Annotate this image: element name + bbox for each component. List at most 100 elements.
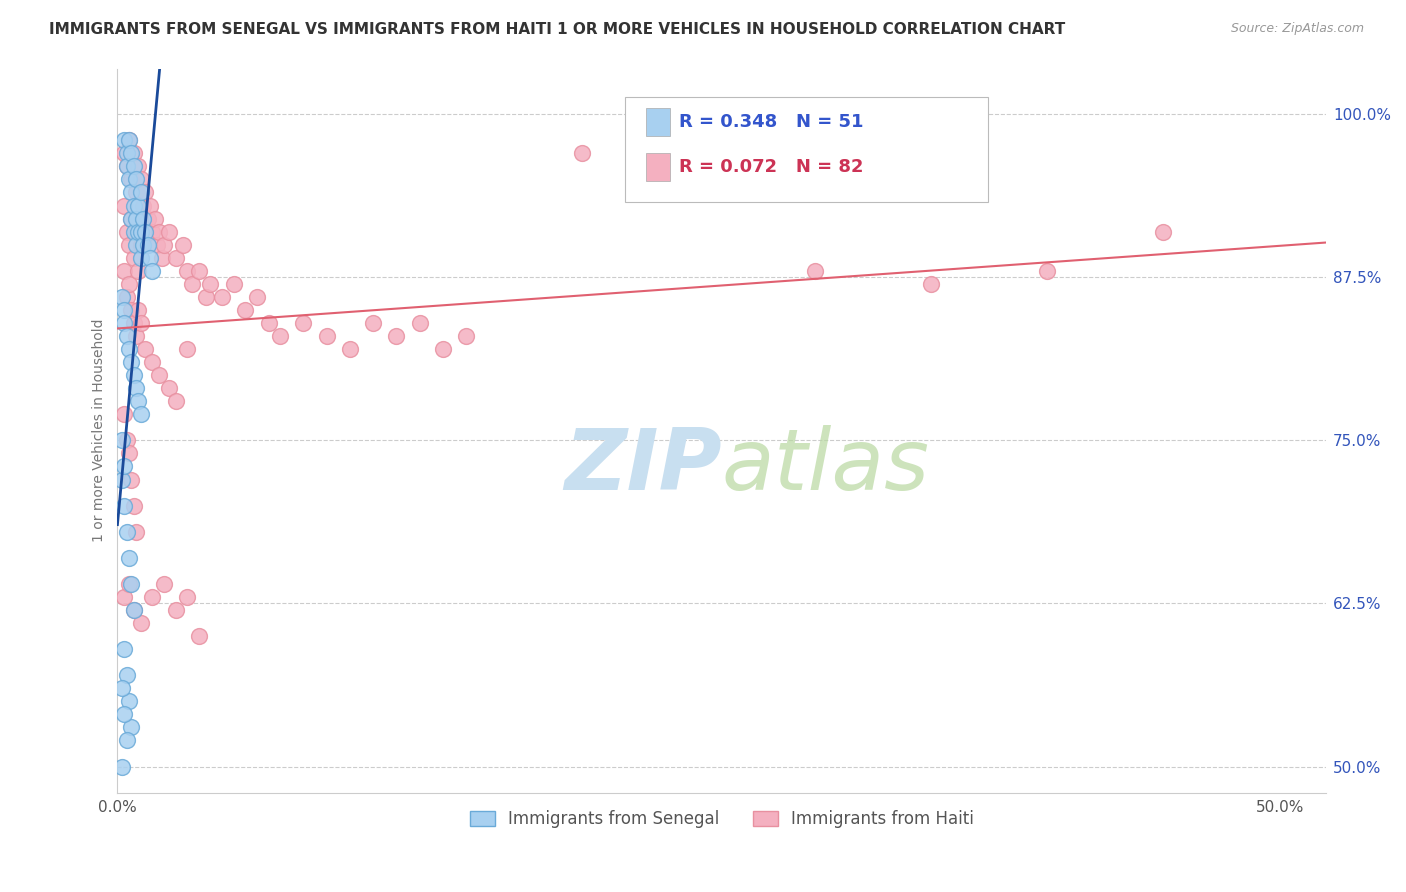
Point: [141, 355, 163, 369]
Point: [115, 668, 138, 682]
Point: [122, 316, 145, 330]
Point: [432, 342, 454, 356]
Point: [122, 146, 145, 161]
Point: [115, 225, 138, 239]
Point: [148, 225, 170, 239]
Point: [127, 160, 149, 174]
Point: [122, 225, 145, 239]
Point: [180, 277, 202, 291]
Point: [120, 577, 142, 591]
Point: [118, 277, 141, 291]
Point: [153, 237, 176, 252]
Point: [120, 302, 142, 317]
Point: [136, 211, 159, 226]
Point: [115, 524, 138, 539]
Point: [125, 237, 148, 252]
Point: [115, 434, 138, 448]
Point: [222, 277, 245, 291]
Point: [118, 694, 141, 708]
Point: [269, 329, 291, 343]
Point: [176, 264, 198, 278]
Point: [129, 237, 152, 252]
Point: [127, 225, 149, 239]
Point: [125, 329, 148, 343]
Point: [112, 264, 135, 278]
Point: [454, 329, 477, 343]
Point: [120, 211, 142, 226]
Legend: Immigrants from Senegal, Immigrants from Haiti: Immigrants from Senegal, Immigrants from…: [463, 804, 980, 835]
Point: [127, 198, 149, 212]
Point: [139, 198, 162, 212]
Point: [408, 316, 430, 330]
Point: [112, 146, 135, 161]
Point: [127, 264, 149, 278]
Point: [157, 225, 180, 239]
Point: [120, 146, 142, 161]
Point: [1152, 225, 1174, 239]
Point: [194, 290, 217, 304]
Point: [172, 237, 194, 252]
Point: [157, 381, 180, 395]
Point: [141, 590, 163, 604]
Point: [339, 342, 361, 356]
Text: atlas: atlas: [721, 425, 929, 508]
Point: [134, 186, 156, 200]
Point: [129, 172, 152, 186]
Point: [150, 251, 173, 265]
Point: [115, 146, 138, 161]
Point: [187, 264, 209, 278]
Point: [187, 629, 209, 643]
Point: [385, 329, 408, 343]
Point: [112, 459, 135, 474]
Text: ZIP: ZIP: [564, 425, 721, 508]
Point: [122, 198, 145, 212]
Point: [127, 302, 149, 317]
Point: [112, 316, 135, 330]
Y-axis label: 1 or more Vehicles in Household: 1 or more Vehicles in Household: [93, 318, 107, 542]
Point: [165, 394, 187, 409]
Point: [257, 316, 280, 330]
Point: [148, 368, 170, 383]
Point: [112, 133, 135, 147]
Point: [120, 172, 142, 186]
Point: [571, 146, 593, 161]
Point: [115, 733, 138, 747]
Point: [139, 251, 162, 265]
Point: [118, 237, 141, 252]
Point: [112, 642, 135, 657]
Text: R = 0.072   N = 82: R = 0.072 N = 82: [679, 158, 863, 176]
Point: [125, 524, 148, 539]
Point: [118, 342, 141, 356]
Point: [115, 160, 138, 174]
Point: [112, 707, 135, 722]
Text: R = 0.348   N = 51: R = 0.348 N = 51: [679, 113, 863, 131]
Point: [132, 237, 155, 252]
Point: [120, 720, 142, 734]
Point: [112, 198, 135, 212]
Point: [129, 186, 152, 200]
Point: [122, 499, 145, 513]
Point: [200, 277, 222, 291]
Point: [125, 172, 148, 186]
Point: [292, 316, 315, 330]
Point: [129, 251, 152, 265]
Point: [127, 394, 149, 409]
Point: [111, 290, 134, 304]
Point: [122, 603, 145, 617]
Point: [122, 603, 145, 617]
Point: [115, 160, 138, 174]
Point: [115, 290, 138, 304]
Point: [176, 590, 198, 604]
Point: [112, 302, 135, 317]
Point: [122, 368, 145, 383]
Point: [111, 473, 134, 487]
Point: [112, 499, 135, 513]
Point: [165, 603, 187, 617]
Point: [233, 302, 256, 317]
Point: [153, 577, 176, 591]
Point: [122, 251, 145, 265]
Point: [118, 446, 141, 460]
Point: [315, 329, 337, 343]
Point: [112, 590, 135, 604]
Point: [146, 237, 169, 252]
